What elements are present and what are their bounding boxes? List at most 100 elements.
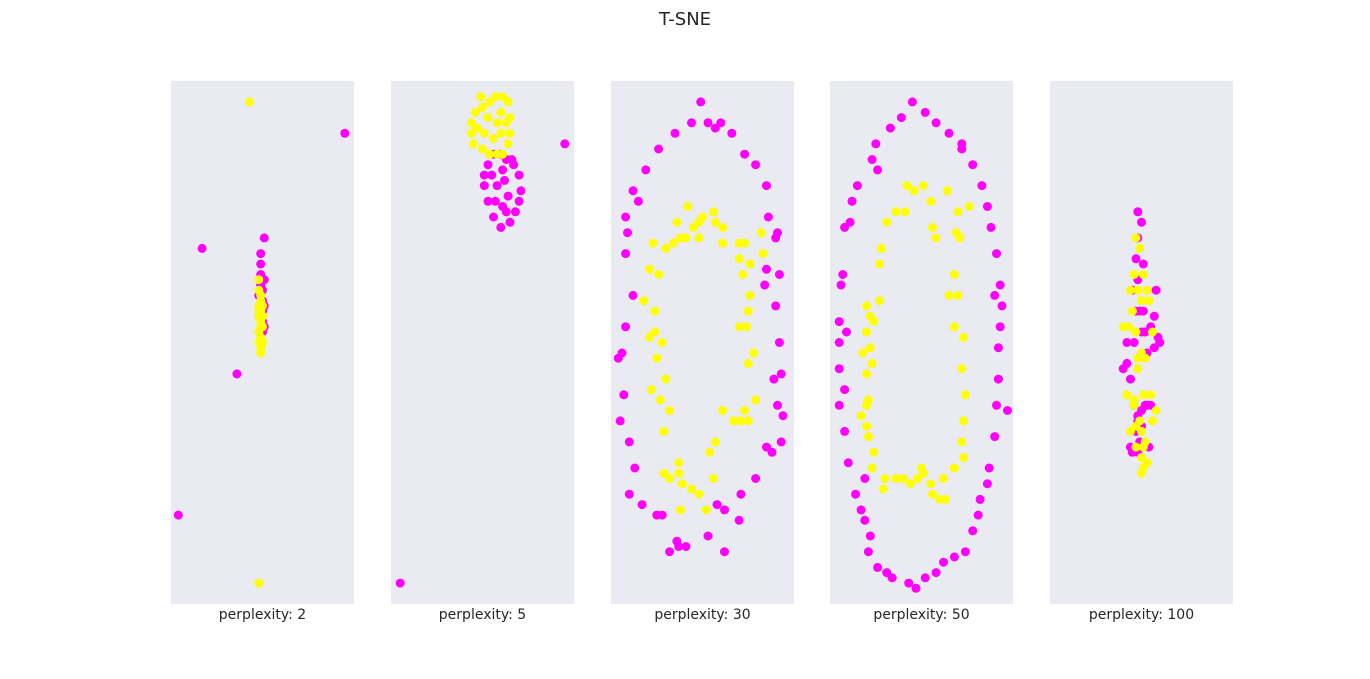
data-point-s1-24 (498, 165, 508, 175)
data-point-s2-26 (856, 411, 866, 421)
data-point-s2-18 (869, 317, 879, 327)
data-point-s2-54 (949, 270, 959, 279)
data-point-s1-5 (232, 369, 242, 379)
data-point-s2-33 (891, 474, 901, 483)
data-point-s2-15 (740, 238, 750, 248)
data-point-s1-7 (670, 128, 680, 138)
data-point-s1-49 (628, 290, 638, 300)
data-point-s2-12 (1118, 322, 1128, 332)
data-point-s2-11 (891, 207, 901, 217)
subplot-perplexity-30 (611, 81, 794, 604)
data-point-s2-20 (865, 343, 875, 353)
data-point-s1-15 (834, 364, 844, 374)
data-point-s1-29 (720, 505, 729, 515)
data-point-s2-34 (898, 474, 908, 483)
data-point-s1-23 (773, 400, 782, 410)
data-point-s2-45 (646, 385, 656, 395)
data-point-s2-21 (858, 348, 868, 358)
data-point-s1-40 (637, 500, 647, 510)
data-point-s2-14 (1148, 327, 1157, 337)
data-point-s2-21 (496, 128, 506, 138)
data-point-s2-2 (490, 92, 500, 102)
data-point-s1-16 (763, 212, 773, 222)
series-2 (639, 202, 768, 515)
data-point-s2-48 (657, 338, 667, 347)
scatter-plot-1 (173, 97, 350, 588)
data-point-s2-32 (709, 474, 718, 483)
data-point-s2-20 (1146, 390, 1156, 400)
data-point-s2-21 (1151, 406, 1161, 415)
data-point-s2-19 (745, 290, 755, 300)
data-point-s2-9 (955, 233, 965, 243)
data-point-s2-56 (928, 222, 937, 232)
data-point-s1-28 (736, 489, 746, 499)
data-point-s1-30 (931, 568, 941, 578)
data-point-s1-14 (479, 170, 489, 180)
figure-title: T-SNE (658, 9, 712, 30)
data-point-s1-42 (993, 343, 1003, 353)
xlabel-perplexity-50: perplexity: 50 (873, 607, 970, 623)
data-point-s1-15 (762, 181, 771, 191)
data-point-s1-19 (851, 489, 861, 499)
subplot-perplexity-2 (171, 81, 354, 604)
data-point-s1-15 (483, 160, 493, 170)
data-point-s1-10 (840, 222, 850, 232)
data-point-s1-48 (621, 322, 631, 332)
data-point-s1-13 (834, 317, 844, 327)
data-point-s1-27 (751, 474, 761, 483)
data-point-s1-53 (944, 128, 954, 138)
data-point-s1-29 (920, 573, 930, 583)
data-point-s2-22 (749, 348, 759, 358)
data-point-s2-25 (862, 400, 872, 410)
data-point-s2-29 (718, 406, 728, 415)
data-point-s1-57 (1003, 406, 1012, 415)
data-point-s2-18 (743, 306, 753, 316)
data-point-s1-16 (834, 400, 844, 410)
data-point-s2-16 (478, 102, 487, 112)
data-point-s2-33 (1135, 416, 1145, 426)
data-point-s1-2 (896, 113, 906, 123)
data-point-s1-25 (776, 437, 786, 447)
data-point-s1-34 (681, 542, 691, 551)
data-point-s2-6 (505, 128, 515, 138)
data-point-s2-43 (665, 406, 675, 415)
data-point-s2-8 (1133, 285, 1143, 295)
scatter-plot-4 (834, 97, 1012, 593)
scatter-plot-5 (1118, 207, 1165, 478)
data-point-s2-24 (751, 395, 761, 405)
data-point-s2-1 (902, 181, 912, 191)
data-point-s2-35 (701, 505, 711, 515)
data-point-s2-20 (489, 134, 498, 143)
xlabel-perplexity-2: perplexity: 2 (218, 607, 307, 623)
data-point-s2-54 (644, 264, 654, 274)
data-point-s2-55 (672, 217, 682, 227)
data-point-s1-5 (1138, 259, 1148, 269)
data-point-s2-28 (729, 416, 739, 426)
data-point-s2-35 (906, 479, 915, 489)
data-point-s1-5 (727, 128, 737, 138)
data-point-s1-10 (628, 186, 638, 196)
data-point-s1-20 (856, 505, 866, 515)
data-point-s2-19 (862, 327, 872, 337)
data-point-s1-9 (641, 165, 651, 175)
data-point-s1-7 (852, 181, 862, 191)
data-point-s2-46 (957, 437, 967, 447)
data-point-s1-50 (968, 160, 978, 170)
data-point-s2-18 (472, 123, 482, 133)
data-point-s2-10 (485, 149, 495, 159)
data-point-s1-1 (907, 97, 917, 107)
data-point-s2-7 (688, 222, 698, 232)
data-point-s1-11 (1138, 306, 1148, 316)
data-point-s2-51 (650, 306, 660, 316)
data-point-s2-44 (655, 395, 665, 405)
data-point-s2-5 (942, 186, 952, 196)
data-point-s1-11 (621, 212, 631, 222)
data-point-s2-43 (939, 474, 948, 483)
data-point-s2-10 (661, 243, 671, 253)
data-point-s1-1 (1133, 207, 1143, 217)
scatter-plot-3 (613, 97, 788, 557)
data-point-s2-13 (1131, 327, 1141, 337)
data-point-s2-39 (926, 479, 936, 489)
data-point-s2-4 (718, 222, 728, 232)
data-point-s2-32 (878, 484, 888, 494)
